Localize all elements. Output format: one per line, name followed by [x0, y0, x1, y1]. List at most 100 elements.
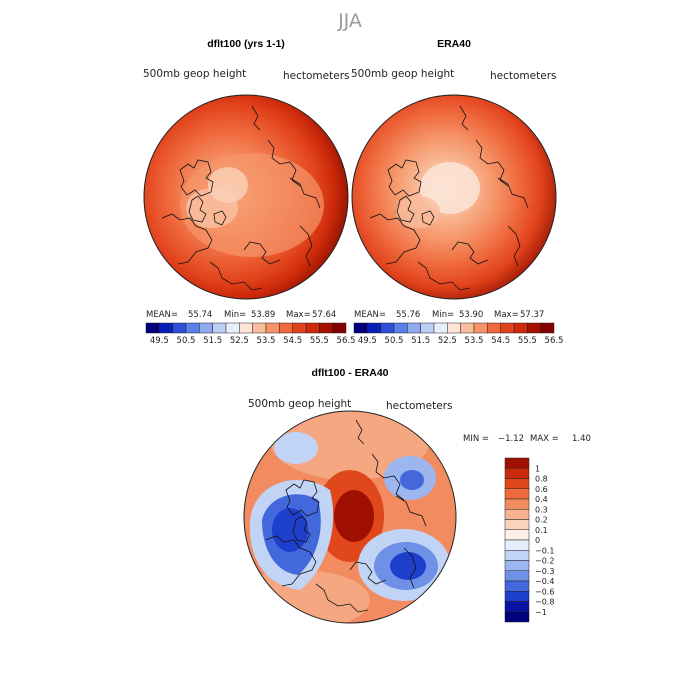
contour-band — [274, 432, 318, 464]
colorbar-tick-label: 0.8 — [535, 475, 548, 484]
colorbar-tick-label: 0.6 — [535, 485, 548, 494]
colorbar-swatch — [159, 322, 173, 334]
max-label: Max= — [286, 310, 311, 320]
colorbar-swatch — [504, 509, 530, 520]
colorbar-swatch — [504, 478, 530, 489]
panel-title: dflt100 - ERA40 — [311, 367, 388, 379]
colorbar-tick-label: 51.5 — [203, 336, 222, 346]
colorbar-swatch — [504, 519, 530, 530]
colorbar-swatch — [487, 322, 501, 334]
map-border — [351, 94, 557, 300]
contour-band — [334, 490, 374, 542]
colorbar-tick-label: 56.5 — [545, 336, 564, 346]
colorbar-swatch — [504, 611, 530, 623]
map-border — [143, 94, 349, 300]
mean-value: 55.76 — [396, 310, 420, 320]
colorbar-tick-label: 53.5 — [257, 336, 276, 346]
colorbar-swatch — [239, 322, 253, 334]
colorbar-tick-label: −0.1 — [535, 546, 554, 555]
colorbar-tick-label: 51.5 — [411, 336, 430, 346]
colorbar-tick-label: 50.5 — [177, 336, 196, 346]
diff-colorbar: 1 0.80.60.40.3 0.20.10−0.1 −0.2−0.3−0.4−0.6… — [504, 457, 554, 623]
stats-line: MEAN= 55.76 Min= 53.90 Max= 57.37 — [354, 310, 544, 320]
contour-band — [208, 167, 248, 203]
colorbar-tick-label: −0.2 — [535, 557, 554, 566]
panel-title: dflt100 (yrs 1-1) — [207, 38, 285, 50]
colorbar-tick-label: 49.5 — [150, 336, 169, 346]
colorbar-swatch — [225, 322, 240, 334]
contour-band — [390, 552, 426, 580]
variable-label: 500mb geop height — [248, 398, 351, 410]
colorbar-swatch — [504, 580, 530, 592]
contour-band — [420, 162, 480, 214]
colorbar-swatch — [540, 322, 555, 334]
colorbar-swatch — [265, 322, 280, 334]
colorbar-tick-label: 0.3 — [535, 505, 548, 514]
colorbar-swatch — [367, 322, 381, 334]
colorbar-swatch — [460, 322, 475, 334]
colorbar-swatch — [353, 322, 368, 334]
colorbar-swatch — [504, 488, 530, 500]
colorbar-tick-label: 1 — [535, 464, 540, 473]
colorbar-tick-label: 54.5 — [283, 336, 302, 346]
contour-band — [272, 508, 308, 552]
colorbar-swatch — [504, 529, 530, 541]
colorbar-swatch — [504, 570, 530, 582]
variable-label: 500mb geop height — [143, 68, 246, 80]
mean-label: MEAN= — [146, 310, 178, 320]
colorbar-swatch — [185, 322, 200, 334]
colorbar-swatch — [332, 322, 347, 334]
panel-model: dflt100 (yrs 1-1) 500mb geop height hect… — [143, 38, 355, 346]
min-value: 53.90 — [459, 310, 483, 320]
colorbar-swatch — [513, 322, 528, 334]
colorbar-tick-label: 0.4 — [535, 495, 548, 504]
colorbar-tick-label: 0.2 — [535, 516, 548, 525]
max-label: MAX = — [530, 434, 559, 444]
colorbar-tick-label: −1 — [535, 608, 547, 617]
units-label: hectometers — [490, 70, 556, 82]
variable-label: 500mb geop height — [351, 68, 454, 80]
polar-map — [351, 94, 557, 300]
mean-value: 55.74 — [188, 310, 212, 320]
colorbar-tick-label: 0.1 — [535, 526, 548, 535]
colorbar-tick-label: −0.3 — [535, 567, 554, 576]
colorbar-swatch — [393, 322, 408, 334]
colorbar-swatch — [319, 322, 333, 334]
colorbar-swatch — [504, 539, 530, 551]
colorbar-tick-label: 56.5 — [337, 336, 356, 346]
colorbar-swatch — [447, 322, 461, 334]
season-title: JJA — [337, 10, 362, 32]
coastlines — [369, 105, 529, 291]
colorbar-swatch — [305, 322, 320, 334]
colorbar-swatch — [504, 601, 530, 612]
colorbar-swatch — [527, 322, 541, 334]
panel-era40: ERA40 500mb geop height hectometers — [351, 38, 563, 346]
colorbar-tick-label: 50.5 — [385, 336, 404, 346]
colorbar-tick-label: 54.5 — [491, 336, 510, 346]
stats-line: MEAN= 55.74 Min= 53.89 Max= 57.64 — [146, 310, 336, 320]
colorbar-tick-label: −0.4 — [535, 577, 554, 586]
units-label: hectometers — [283, 70, 349, 82]
contour-band — [396, 196, 440, 228]
map-border — [243, 410, 457, 624]
coastlines — [265, 419, 427, 613]
colorbar-swatch — [145, 322, 160, 334]
max-label: Max= — [494, 310, 519, 320]
min-value: 53.89 — [251, 310, 275, 320]
colorbar-swatch — [252, 322, 267, 334]
colorbar-swatch — [279, 322, 293, 334]
colorbar-tick-label: 52.5 — [438, 336, 457, 346]
colorbar-swatch — [504, 468, 530, 479]
colorbar-swatch — [473, 322, 488, 334]
min-value: −1.12 — [498, 434, 524, 444]
colorbar-swatch — [172, 322, 187, 334]
max-value: 1.40 — [572, 434, 591, 444]
colorbar-tick-label: 55.5 — [310, 336, 329, 346]
min-label: Min= — [432, 310, 454, 320]
polar-map — [243, 410, 457, 624]
colorbar-tick-label: 53.5 — [465, 336, 484, 346]
height-colorbar: 49.5 50.5 51.5 52.5 53.5 54.5 55.5 56.5 — [353, 322, 564, 346]
colorbar-swatch — [199, 322, 213, 334]
colorbar-swatch — [504, 457, 530, 469]
panel-difference: dflt100 - ERA40 500mb geop height hectom… — [243, 367, 591, 624]
